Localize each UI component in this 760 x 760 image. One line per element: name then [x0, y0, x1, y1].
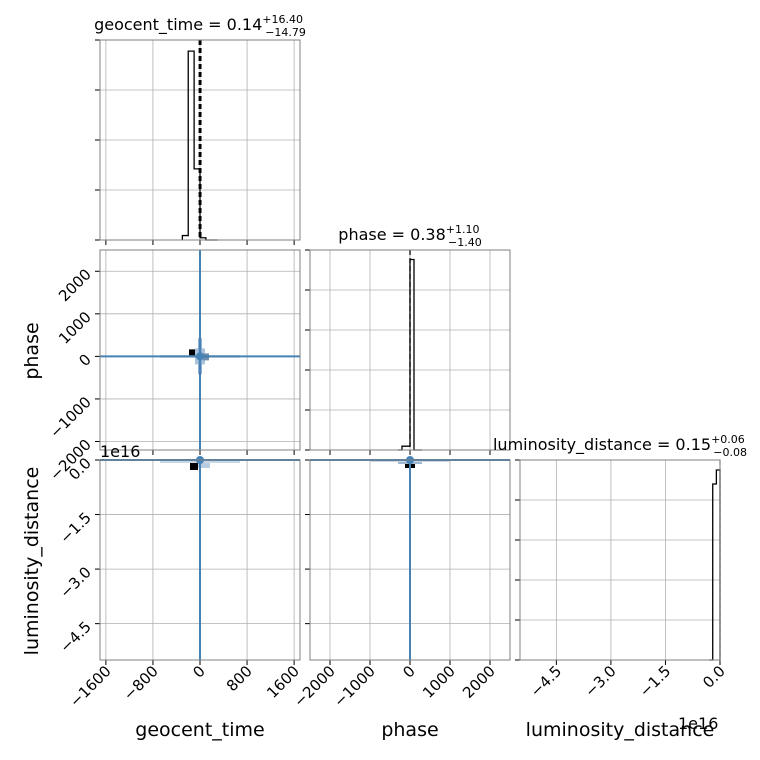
phase-geocent-truth-point [196, 352, 204, 361]
phase-geocent-tick-label-y-1: −1000 [46, 393, 95, 442]
geocent-hist-frame [99, 39, 301, 241]
offset-text-luminosity-distance-x: 1e16 [678, 714, 718, 733]
y-axis-label-luminosity-distance: luminosity_distance [21, 467, 43, 656]
lumdist-phase-tick-label-x-1: −1000 [330, 662, 379, 711]
lumdist-geocent-tick-label-y-1: −3.0 [56, 563, 94, 601]
lumdist-phase-tick-label-x-3: 1000 [419, 662, 459, 702]
lumdist-hist-frame [519, 459, 721, 661]
lumdist-hist-tick-label-x-3: 0.0 [699, 662, 729, 692]
lumdist-hist-histogram-step [709, 469, 721, 661]
lumdist-geocent-tick-label-y-2: −1.5 [56, 509, 94, 547]
lumdist-phase-frame [309, 459, 511, 661]
lumdist-phase-tick-label-x-4: 2000 [459, 662, 499, 702]
lumdist-hist-tick-label-x-1: −3.0 [581, 662, 619, 700]
lumdist-geocent-tick-label-x-2: 0 [189, 662, 208, 681]
lumdist-hist-tick-label-x-0: −4.5 [527, 662, 565, 700]
lumdist-geocent-frame [99, 459, 301, 661]
offset-text-luminosity-distance-y: 1e16 [100, 442, 140, 461]
lumdist-geocent-density-block-1 [198, 460, 210, 468]
lumdist-geocent-density-block-0 [190, 460, 198, 470]
phase-geocent-frame [99, 249, 301, 451]
x-axis-label-phase: phase [381, 719, 438, 741]
lumdist-phase-tick-label-x-2: 0 [399, 662, 418, 681]
x-axis-label-luminosity-distance: luminosity_distance [526, 719, 715, 741]
lumdist-geocent-tick-label-y-0: −4.5 [56, 618, 94, 656]
phase-geocent-density-block-0 [189, 349, 196, 356]
lumdist-geocent-tick-label-x-1: −800 [120, 662, 162, 704]
phase-geocent-tick-label-y-2: 0 [75, 350, 94, 369]
phase-geocent-tick-label-y-3: 1000 [55, 308, 95, 348]
lumdist-hist-title: luminosity_distance = 0.15+0.06 −0.08 [493, 433, 747, 459]
geocent-hist-title: geocent_time = 0.14+16.40 −14.79 [94, 13, 306, 39]
lumdist-hist-tick-label-x-2: −1.5 [636, 662, 674, 700]
phase-geocent-tick-label-y-4: 2000 [55, 265, 95, 305]
lumdist-geocent-tick-label-x-0: −1600 [66, 662, 115, 711]
phase-hist-frame [309, 249, 511, 451]
y-axis-label-phase: phase [21, 322, 43, 379]
lumdist-geocent-tick-label-x-3: 800 [223, 662, 256, 695]
x-axis-label-geocent-time: geocent_time [135, 719, 264, 741]
phase-hist-title: phase = 0.38+1.10 −1.40 [338, 223, 481, 249]
